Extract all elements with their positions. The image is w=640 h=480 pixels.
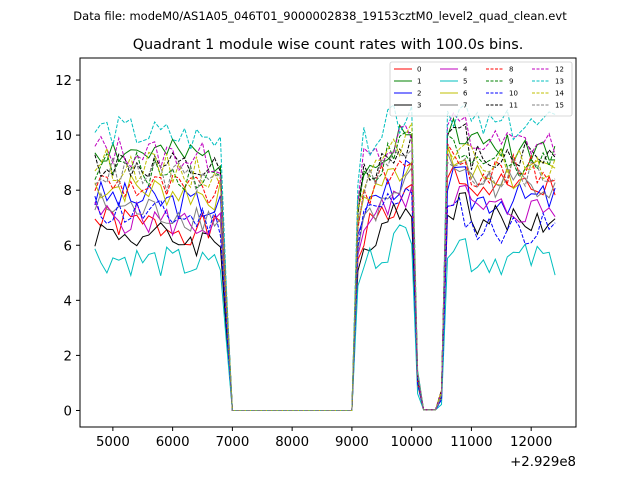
legend-label: 14 xyxy=(555,90,564,98)
legend-label: 10 xyxy=(509,90,518,98)
x-tick-label: 6000 xyxy=(156,435,190,450)
series-line-5 xyxy=(94,224,556,411)
legend-label: 6 xyxy=(463,90,468,98)
series-line-8 xyxy=(94,142,556,411)
series-line-0 xyxy=(94,164,556,411)
series-layer xyxy=(94,103,556,411)
x-tick-label: 9000 xyxy=(335,435,369,450)
series-line-2 xyxy=(94,159,556,411)
series-line-14 xyxy=(94,122,556,411)
plot-area xyxy=(79,57,577,428)
y-tick-label: 12 xyxy=(55,74,72,89)
legend-label: 7 xyxy=(463,102,467,110)
x-tick-label: 8000 xyxy=(275,435,309,450)
legend-label: 13 xyxy=(555,78,564,86)
y-tick-label: 0 xyxy=(64,404,72,419)
x-tick-label: 11000 xyxy=(450,435,492,450)
y-tick-label: 2 xyxy=(64,349,72,364)
series-line-9 xyxy=(94,131,556,411)
legend-label: 3 xyxy=(417,102,421,110)
y-tick-label: 10 xyxy=(55,129,72,144)
series-line-10 xyxy=(94,187,556,411)
x-axis: 5000 6000 7000 8000 9000 10000 11000 12000 xyxy=(96,427,552,450)
x-tick-label: 7000 xyxy=(215,435,249,450)
legend-label: 4 xyxy=(463,66,468,74)
legend-label: 1 xyxy=(417,78,421,86)
legend-label: 9 xyxy=(509,78,513,86)
legend-label: 15 xyxy=(555,102,564,110)
y-tick-label: 6 xyxy=(64,239,72,254)
chart-title: Quadrant 1 module wise count rates with … xyxy=(133,37,524,53)
legend-label: 12 xyxy=(555,66,564,74)
legend-label: 0 xyxy=(417,66,421,74)
series-line-11 xyxy=(94,123,556,411)
data-file-label: Data file: modeM0/AS1A05_046T01_90000028… xyxy=(73,9,567,23)
x-tick-label: 5000 xyxy=(96,435,130,450)
legend-label: 2 xyxy=(417,90,421,98)
legend-label: 11 xyxy=(509,102,518,110)
x-offset-label: +2.929e8 xyxy=(510,455,576,470)
series-line-6 xyxy=(94,144,556,411)
legend-label: 5 xyxy=(463,78,467,86)
legend-frame xyxy=(389,61,573,117)
series-line-4 xyxy=(94,184,556,411)
y-tick-label: 8 xyxy=(64,184,72,199)
axes-frame xyxy=(79,57,577,428)
y-tick-label: 4 xyxy=(64,294,72,309)
x-tick-label: 12000 xyxy=(510,435,552,450)
y-axis: 0 2 4 6 8 10 12 xyxy=(55,74,80,419)
x-tick-label: 10000 xyxy=(391,435,433,450)
legend-label: 8 xyxy=(509,66,513,74)
series-line-15 xyxy=(94,147,556,411)
